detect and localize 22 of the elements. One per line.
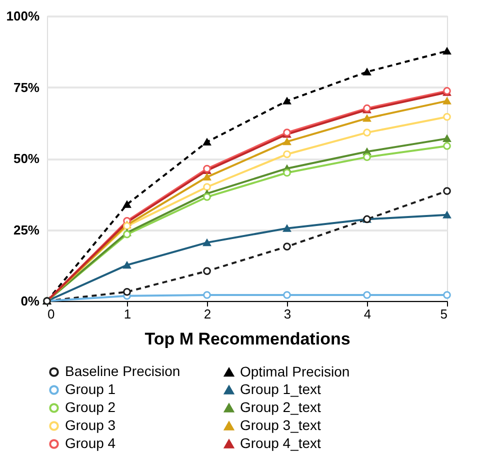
legend-label: Baseline Precision [65, 363, 180, 380]
x-tick-label: 3 [284, 306, 292, 322]
x-tick-label: 5 [440, 306, 448, 322]
legend-label: Group 3_text [240, 417, 322, 433]
y-tick-label: 100% [6, 8, 40, 24]
legend-label: Group 4_text [240, 435, 322, 451]
x-tick-label: 0 [48, 306, 55, 322]
y-tick-label: 0% [20, 294, 40, 308]
legend-label: Group 1 [65, 381, 116, 397]
y-tick-label: 75% [13, 80, 40, 95]
legend-label: Group 4 [65, 435, 116, 451]
legend-label: Group 3 [65, 417, 116, 433]
legend-label: Optimal Precision [240, 363, 350, 380]
legend-label: Group 2_text [240, 399, 322, 415]
y-tick-label: 25% [13, 222, 40, 238]
y-tick-label: 50% [13, 151, 40, 166]
x-tick-label: 1 [124, 306, 132, 322]
x-tick-label: 2 [204, 306, 212, 322]
x-tick-label: 4 [364, 306, 372, 322]
legend-label: Group 1_text [240, 381, 322, 397]
legend-label: Group 2 [65, 399, 116, 415]
x-axis-title: Top M Recommendations [144, 330, 350, 348]
